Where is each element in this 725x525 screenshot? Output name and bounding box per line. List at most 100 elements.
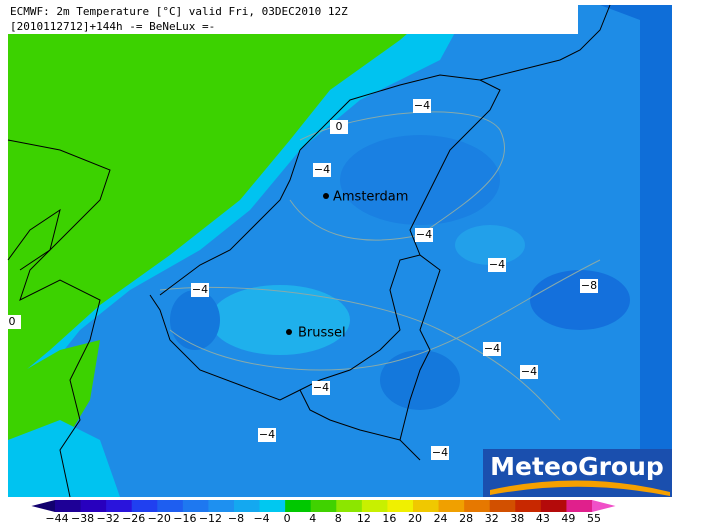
colorbar-swatch (387, 500, 414, 512)
colorbar-label: −8 (228, 512, 244, 525)
logo-text: MeteoGroup (490, 452, 664, 481)
isoline (289, 111, 506, 241)
colorbar-end (31, 500, 55, 512)
map-field (8, 5, 672, 497)
cold-pocket (530, 270, 630, 330)
borders (7, 4, 611, 498)
logo: MeteoGroup (483, 449, 672, 497)
colorbar-label: 0 (284, 512, 291, 525)
isolines (159, 111, 601, 421)
border (299, 389, 401, 441)
warm-area (8, 5, 440, 385)
colorbar-label: 38 (510, 512, 524, 525)
contour-label-box (488, 258, 506, 272)
colorbar-swatch (55, 500, 82, 512)
colorbar-label: 4 (309, 512, 316, 525)
city-label: Amsterdam (333, 190, 408, 205)
contour-label-box (431, 446, 449, 460)
contour-label-box (312, 381, 330, 395)
colorbar-swatch (464, 500, 491, 512)
subtitle: [2010112712]+144h -= BeNeLux =- (10, 20, 215, 33)
colorbar-label: −38 (71, 512, 94, 525)
colorbar-label: 16 (382, 512, 396, 525)
contour-label-box (413, 99, 431, 113)
border (299, 74, 501, 461)
colorbar-swatch (438, 500, 465, 512)
contour-label: −4 (314, 163, 330, 176)
isoline (159, 286, 561, 421)
contour-label-box (330, 120, 348, 134)
contour-label-box (258, 428, 276, 442)
contour-label: −4 (414, 99, 430, 112)
contour-label: −4 (313, 381, 329, 394)
colorbar-swatch (336, 500, 363, 512)
colorbar-swatch (182, 500, 209, 512)
isoline (169, 259, 601, 371)
colorbar-label: −44 (45, 512, 68, 525)
coast-south (8, 420, 120, 497)
colorbar-end (592, 500, 616, 512)
colorbar-label: 20 (408, 512, 422, 525)
border (149, 254, 421, 401)
colorbar-swatch (131, 500, 158, 512)
east-cold (440, 5, 672, 497)
cold-pocket (380, 350, 460, 410)
colorbar-swatch (413, 500, 440, 512)
contour-label-box (191, 283, 209, 297)
colorbar-swatch (80, 500, 107, 512)
contour-label-box (483, 342, 501, 356)
colorbar-swatch (234, 500, 261, 512)
contour-label: −8 (581, 279, 597, 292)
contour-label: −4 (489, 258, 505, 271)
colorbar-label: 8 (335, 512, 342, 525)
contour-label: −4 (259, 428, 275, 441)
coastline (7, 208, 61, 271)
colorbar-label: 55 (587, 512, 601, 525)
contour-label: 0 (336, 120, 343, 133)
contour-labels: 0 −4 −4 −4 −4 −8 −4 0 −4 −4 −4 −4 −4 (3, 99, 598, 460)
title: ECMWF: 2m Temperature [°C] valid Fri, 03… (10, 5, 348, 18)
contour-label: −4 (432, 446, 448, 459)
colorbar-label: −20 (148, 512, 171, 525)
city-dot (323, 193, 329, 199)
contour-label: −4 (416, 228, 432, 241)
city-label: Brussel (298, 326, 346, 341)
cold-pocket (170, 290, 220, 350)
colorbar-label: 12 (357, 512, 371, 525)
colorbar-label: 28 (459, 512, 473, 525)
colorbar-label: −26 (122, 512, 145, 525)
warm-pocket (210, 285, 350, 355)
colorbar-swatch (489, 500, 516, 512)
city-dot (286, 329, 292, 335)
colorbar-swatch (515, 500, 542, 512)
colorbar-label: 43 (536, 512, 550, 525)
colorbar-label: −12 (199, 512, 222, 525)
colorbar-swatch (540, 500, 567, 512)
contour-label-box (313, 163, 331, 177)
colorbar-swatch (208, 500, 235, 512)
colorbar-swatch (157, 500, 184, 512)
colorbar-label: −32 (97, 512, 120, 525)
colorbar-swatch (310, 500, 337, 512)
contour-label: 0 (9, 315, 16, 328)
title-box (5, 3, 578, 34)
contour-label: −4 (192, 283, 208, 296)
coastline (7, 139, 111, 498)
colorbar-swatch (566, 500, 593, 512)
cold-pocket (340, 135, 500, 225)
contour-label-box (415, 228, 433, 242)
colorbar-swatch (285, 500, 312, 512)
colorbar-label: 24 (434, 512, 448, 525)
coastline (479, 4, 611, 81)
colorbar-label: −4 (253, 512, 269, 525)
coastline (159, 149, 301, 296)
warm-pocket (455, 225, 525, 265)
colorbar-swatch (106, 500, 133, 512)
logo-swoosh (490, 480, 670, 496)
colorbar: −44 −38 −32 −26 −20 −16 −12 −8 −4 0 4 8 12 16 20 24 28 32… (31, 500, 616, 525)
contour-label-box (3, 315, 21, 329)
contour-label-box (520, 365, 538, 379)
colorbar-label: 32 (485, 512, 499, 525)
contour-label: −4 (521, 365, 537, 378)
